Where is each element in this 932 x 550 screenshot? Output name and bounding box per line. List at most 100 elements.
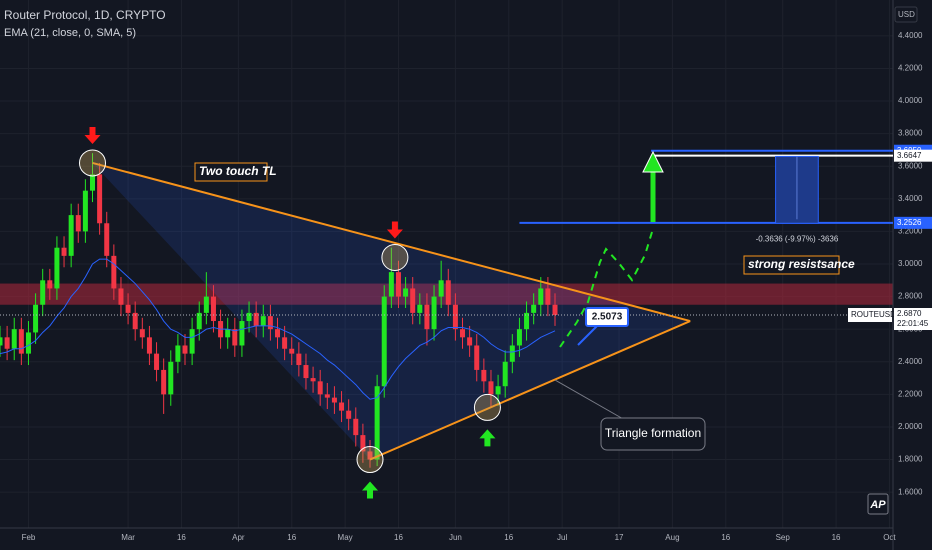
x-tick-label: Aug — [665, 533, 679, 542]
candle-body — [97, 174, 103, 224]
touch-circle — [381, 243, 409, 271]
candle-body — [189, 329, 195, 354]
candle-body — [381, 296, 387, 387]
ema-line — [0, 258, 556, 400]
candle-body — [225, 329, 231, 338]
note: strong resistsance — [748, 257, 855, 271]
note-box — [194, 162, 268, 182]
candle-body — [275, 329, 281, 338]
candle-body — [104, 223, 110, 256]
candle-body — [182, 345, 188, 354]
symbol-tag — [848, 308, 892, 323]
candle-body — [253, 312, 259, 326]
candle-body — [502, 361, 508, 387]
y-tick-label: 3.2000 — [898, 227, 923, 236]
trendline — [92, 161, 691, 323]
x-tick-label: 16 — [721, 533, 730, 542]
note-box — [600, 417, 706, 451]
candle-body — [424, 304, 430, 330]
candle-body — [516, 329, 522, 346]
chart-title: Router Protocol, 1D, CRYPTO — [4, 8, 166, 22]
level-label: 3.6647 — [897, 151, 922, 160]
candle-body — [196, 312, 202, 330]
touch-circle — [79, 149, 107, 177]
candle-body — [90, 174, 96, 191]
target-arrow-head — [642, 150, 664, 173]
y-tick-label: 3.0000 — [898, 259, 923, 268]
y-tick-label: 1.6000 — [898, 487, 923, 496]
candle-body — [18, 329, 24, 354]
x-tick-label: Jun — [449, 533, 462, 542]
candle-body — [452, 304, 458, 330]
x-tick-label: 16 — [394, 533, 403, 542]
candle-body — [445, 280, 451, 305]
candle-body — [531, 304, 537, 313]
candle-body — [25, 332, 31, 354]
candle-body — [47, 280, 53, 289]
candle-body — [474, 345, 480, 370]
candle-body — [388, 272, 394, 297]
candle-body — [75, 215, 81, 232]
level-tag — [894, 216, 932, 229]
trendline — [369, 320, 691, 461]
x-tick-label: Apr — [232, 533, 245, 542]
candle-body — [460, 329, 466, 338]
note-box — [743, 255, 840, 275]
candle-body — [395, 272, 401, 297]
callout: 2.5073 — [592, 312, 623, 323]
indicator-label: EMA (21, close, 0, SMA, 5) — [4, 27, 136, 39]
candle-body — [403, 288, 409, 297]
last-price-tag — [894, 308, 932, 331]
y-tick-label: 2.8000 — [898, 292, 923, 301]
x-tick-label: 16 — [287, 533, 296, 542]
candle-body — [495, 386, 501, 395]
y-tick-label: 2.2000 — [898, 389, 923, 398]
note: Two touch TL — [199, 164, 277, 178]
x-tick-label: Jul — [557, 533, 567, 542]
candle-body — [161, 369, 167, 395]
candle-body — [111, 255, 117, 289]
candle-body — [339, 402, 345, 411]
candle-body — [317, 381, 323, 395]
callout-pointer — [554, 379, 626, 421]
x-tick-label: 16 — [504, 533, 513, 542]
x-tick-label: Mar — [121, 533, 135, 542]
candle-body — [509, 345, 515, 362]
candle-body — [203, 296, 209, 313]
x-tick-label: 17 — [615, 533, 624, 542]
level-tag — [894, 149, 932, 162]
level-label: 3.2526 — [897, 218, 922, 227]
candle-body — [282, 337, 288, 349]
measure-label: -0.3636 (-9.97%) -3636 — [756, 234, 839, 243]
callout-box — [585, 307, 629, 327]
y-tick-label: 3.6000 — [898, 161, 923, 170]
y-tick-label: 2.4000 — [898, 357, 923, 366]
candle-body — [353, 418, 359, 436]
candle-body — [438, 280, 444, 297]
candle-body — [346, 410, 352, 419]
candle-body — [481, 369, 487, 382]
candle-body — [168, 361, 174, 395]
candle-body — [11, 329, 17, 349]
candle-body — [232, 329, 238, 346]
x-tick-label: Sep — [776, 533, 791, 542]
candle-body — [289, 348, 295, 354]
touch-circle — [356, 446, 384, 474]
candle-body — [118, 288, 124, 305]
note: Triangle formation — [605, 426, 701, 440]
candle-body — [125, 304, 131, 313]
y-tick-label: 4.4000 — [898, 31, 923, 40]
y-tick-label: 4.2000 — [898, 64, 923, 73]
candle-body — [303, 365, 309, 379]
up-arrow — [362, 481, 379, 499]
candle-body — [210, 296, 216, 322]
y-tick-label: 3.4000 — [898, 194, 923, 203]
candle-body — [4, 337, 10, 349]
callout-pointer — [577, 324, 599, 346]
candle-body — [360, 435, 366, 452]
logo-box — [867, 493, 889, 515]
candle-body — [552, 304, 558, 316]
projection-path — [559, 231, 653, 348]
